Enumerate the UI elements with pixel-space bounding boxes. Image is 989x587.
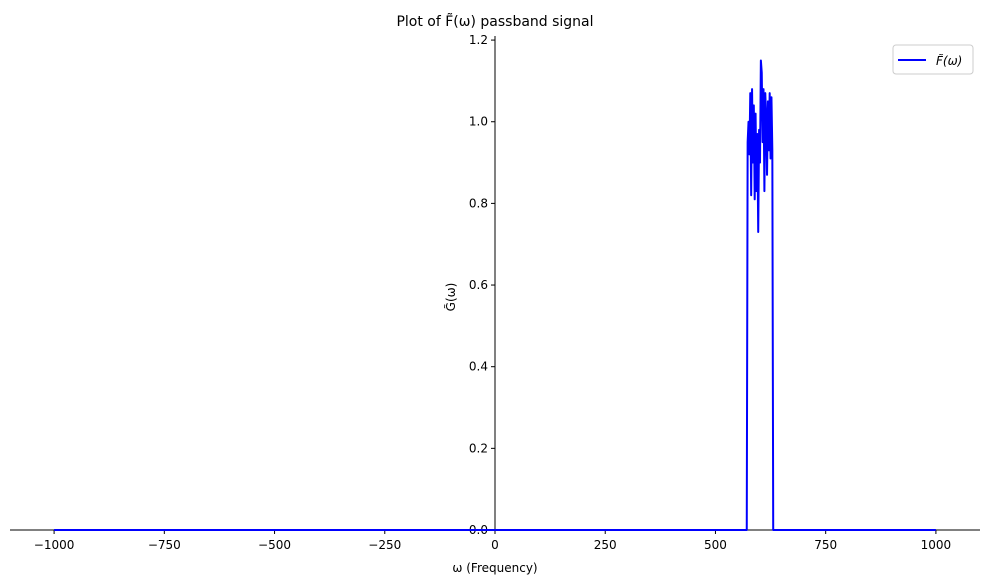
y-axis-ticks: 0.00.20.40.60.81.01.2 (469, 33, 495, 537)
series-layer (54, 59, 936, 531)
x-tick-label: −1000 (34, 538, 75, 552)
y-tick-label: 0.6 (469, 278, 488, 292)
x-tick-label: −750 (148, 538, 181, 552)
x-tick-label: −500 (258, 538, 291, 552)
x-tick-label: 1000 (921, 538, 952, 552)
x-axis-label: ω (Frequency) (452, 561, 537, 575)
y-axis-label: G̃(ω) (444, 283, 458, 312)
series-line-0 (54, 59, 936, 531)
y-tick-label: 0.8 (469, 196, 488, 210)
x-tick-label: 750 (814, 538, 837, 552)
axes (10, 36, 980, 531)
y-tick-label: 0.2 (469, 441, 488, 455)
y-tick-label: 0.4 (469, 360, 488, 374)
x-tick-label: 250 (594, 538, 617, 552)
y-tick-label: 1.2 (469, 33, 488, 47)
y-tick-label: 1.0 (469, 115, 488, 129)
legend-label: F̃(ω) (936, 54, 962, 68)
x-tick-label: 0 (491, 538, 499, 552)
legend: F̃(ω) (892, 44, 974, 75)
legend-frame (892, 44, 974, 75)
chart-title: Plot of F̃(ω) passband signal (396, 13, 593, 30)
x-axis-ticks: −1000 −750 −500 −250 0 250 500 750 1000 (34, 530, 951, 552)
x-tick-label: −250 (368, 538, 401, 552)
x-tick-label: 500 (704, 538, 727, 552)
